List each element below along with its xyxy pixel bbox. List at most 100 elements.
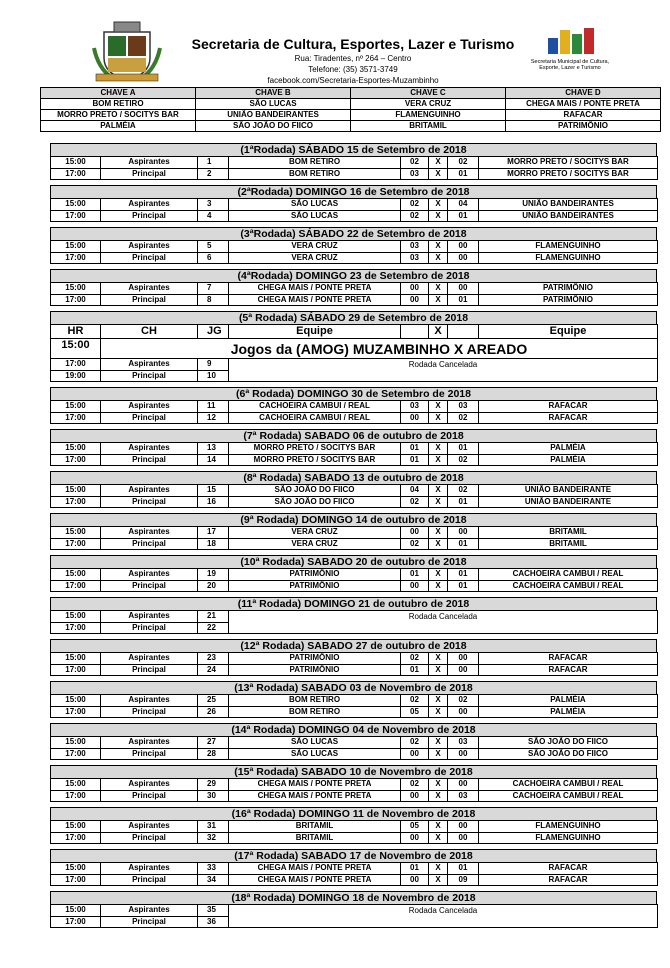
away-score: 00 [447,663,479,676]
home-team: SÃO LUCAS [228,747,401,760]
round-title: (13ª Rodada) SABADO 03 de Novembro de 20… [50,681,657,695]
round-title: (17ª Rodada) SABADO 17 de Novembro de 20… [50,849,657,863]
away-team: CACHOEIRA CAMBUI / REAL [478,579,658,592]
game-time: 17:00 [50,167,101,180]
game-number: 10 [197,369,229,382]
versus: X [428,167,448,180]
column-header: X [428,324,448,339]
column-header [400,324,429,339]
game-time: 17:00 [50,453,101,466]
home-score: 00 [400,293,429,306]
game-time: 17:00 [50,663,101,676]
away-score: 01 [447,293,479,306]
game-time: 17:00 [50,537,101,550]
game-number: 22 [197,621,229,634]
round-title: (14ª Rodada) DOMINGO 04 de Novembro de 2… [50,723,657,737]
away-score: 00 [447,747,479,760]
game-time: 19:00 [50,369,101,382]
home-team: VERA CRUZ [228,251,401,264]
round-title: (16ª Rodada) DOMINGO 11 de Novembro de 2… [50,807,657,821]
away-team: UNIÃO BANDEIRANTES [478,209,658,222]
round-note: Rodada Cancelada [228,358,658,382]
home-team: CACHOEIRA CAMBUI / REAL [228,411,401,424]
banner-time: 15:00 [50,338,101,359]
versus: X [428,453,448,466]
game-number: 8 [197,293,229,306]
column-header: Equipe [228,324,401,339]
game-category: Principal [100,663,198,676]
home-team: VERA CRUZ [228,537,401,550]
game-time: 17:00 [50,209,101,222]
away-team: RAFACAR [478,873,658,886]
round-title: (1ªRodada) SÁBADO 15 de Setembro de 2018 [50,143,657,157]
facebook: facebook.com/Secretaria-Esportes-Muzambi… [267,76,439,85]
game-category: Principal [100,495,198,508]
game-number: 2 [197,167,229,180]
column-header [447,324,479,339]
versus: X [428,209,448,222]
versus: X [428,831,448,844]
away-score: 01 [447,579,479,592]
round-note: Rodada Cancelada [228,904,658,928]
versus: X [428,705,448,718]
round-title: (3ªRodada) SÁBADO 22 de Setembro de 2018 [50,227,657,241]
round-title: (5ª Rodada) SÁBADO 29 de Setembro de 201… [50,311,657,325]
game-time: 17:00 [50,579,101,592]
key-team: BRITAMIL [350,120,506,132]
home-score: 00 [400,873,429,886]
game-category: Principal [100,831,198,844]
away-team: CACHOEIRA CAMBUI / REAL [478,789,658,802]
versus: X [428,411,448,424]
away-score: 00 [447,705,479,718]
right-logo [548,28,594,54]
column-header: Equipe [478,324,658,339]
game-number: 12 [197,411,229,424]
away-score: 01 [447,167,479,180]
banner: Jogos da (AMOG) MUZAMBINHO X AREADO [100,338,658,359]
home-score: 02 [400,495,429,508]
away-score: 03 [447,789,479,802]
game-time: 17:00 [50,251,101,264]
game-category: Principal [100,167,198,180]
round-title: (9ª Rodada) DOMINGO 14 de outubro de 201… [50,513,657,527]
away-score: 01 [447,209,479,222]
home-score: 00 [400,747,429,760]
away-score: 00 [447,251,479,264]
home-team: BOM RETIRO [228,167,401,180]
key-team: PALMÉIA [40,120,196,132]
home-team: SÃO JOÃO DO FIICO [228,495,401,508]
versus: X [428,579,448,592]
game-category: Principal [100,293,198,306]
game-category: Principal [100,873,198,886]
column-header: HR [50,324,101,339]
round-title: (10ª Rodada) SABADO 20 de outubro de 201… [50,555,657,569]
away-team: FLAMENGUINHO [478,251,658,264]
round-title: (2ªRodada) DOMINGO 16 de Setembro de 201… [50,185,657,199]
round-title: (4ªRodada) DOMINGO 23 de Setembro de 201… [50,269,657,283]
home-team: MORRO PRETO / SOCITYS BAR [228,453,401,466]
home-team: CHEGA MAIS / PONTE PRETA [228,789,401,802]
game-category: Principal [100,789,198,802]
game-time: 17:00 [50,831,101,844]
versus: X [428,873,448,886]
game-time: 17:00 [50,705,101,718]
round-title: (12ª Rodada) SABADO 27 de outubro de 201… [50,639,657,653]
versus: X [428,251,448,264]
left-logo [92,21,162,82]
round-title: (18ª Rodada) DOMINGO 18 de Novembro de 2… [50,891,657,905]
game-time: 17:00 [50,747,101,760]
away-score: 01 [447,537,479,550]
round-title: (6ª Rodada) DOMINGO 30 de Setembro de 20… [50,387,657,401]
address: Rua: Tiradentes, nº 264 – Centro [294,54,412,63]
home-team: SÃO LUCAS [228,209,401,222]
home-score: 00 [400,789,429,802]
game-number: 14 [197,453,229,466]
game-time: 17:00 [50,621,101,634]
game-category: Principal [100,453,198,466]
away-team: RAFACAR [478,411,658,424]
home-score: 03 [400,251,429,264]
game-time: 17:00 [50,873,101,886]
game-number: 18 [197,537,229,550]
home-team: PATRIMÔNIO [228,663,401,676]
